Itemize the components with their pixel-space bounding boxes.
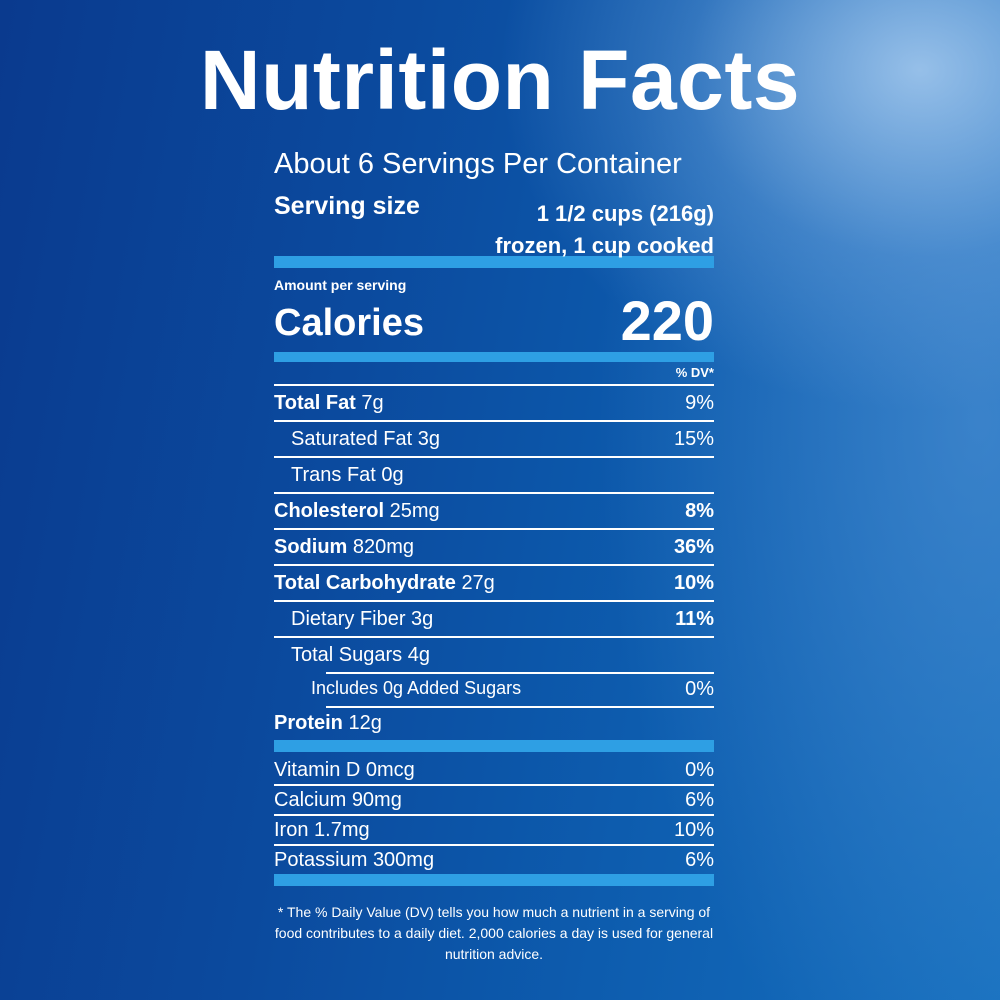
- serving-size-label: Serving size: [274, 192, 420, 220]
- vitamin-dv: 10%: [673, 819, 714, 841]
- daily-value-footnote: * The % Daily Value (DV) tells you how m…: [274, 904, 714, 962]
- nutrient-row-trans-fat: Trans Fat 0g: [274, 458, 714, 494]
- calories-row: Calories 220: [274, 289, 714, 352]
- servings-per-container: About 6 Servings Per Container: [274, 148, 682, 180]
- nutrient-amount: 820mg: [352, 536, 415, 558]
- nutrient-name: Total Sugars: [291, 644, 403, 666]
- nutrient-dv: 36%: [673, 536, 714, 558]
- nutrient-amount: 12g: [348, 712, 382, 734]
- vitamin-name: Iron: [274, 819, 309, 841]
- nutrient-amount: 25mg: [389, 500, 440, 522]
- nutrient-row-cholesterol: Cholesterol 25mg 8%: [274, 494, 714, 530]
- nutrient-dv: 11%: [675, 608, 714, 630]
- nutrient-amount: 7g: [361, 392, 384, 414]
- calories-value: 220: [620, 289, 714, 352]
- serving-size-row: Serving size 1 1/2 cups (216g) frozen, 1…: [274, 182, 714, 258]
- nutrient-dv: 15%: [673, 428, 714, 450]
- thick-divider: [274, 256, 714, 268]
- medium-divider: [274, 352, 714, 362]
- nutrient-name: Trans Fat: [291, 464, 376, 486]
- nutrient-name: Includes 0g Added Sugars: [311, 678, 522, 698]
- nutrient-name: Total Fat: [274, 392, 356, 414]
- nutrient-row-added-sugars: Includes 0g Added Sugars 0%: [274, 672, 714, 708]
- nutrient-name: Saturated Fat: [291, 428, 413, 450]
- calories-label: Calories: [274, 302, 424, 344]
- nutrient-dv: 0%: [685, 678, 714, 700]
- nutrient-dv: 10%: [673, 572, 714, 594]
- thick-divider: [274, 874, 714, 886]
- daily-value-header: % DV*: [274, 362, 714, 386]
- page-title: Nutrition Facts: [199, 33, 801, 127]
- vitamin-row-calcium: Calcium 90mg 6%: [274, 786, 714, 816]
- nutrient-row-saturated-fat: Saturated Fat 3g 15%: [274, 422, 714, 458]
- nutrient-dv: 9%: [685, 392, 714, 414]
- thick-divider: [274, 740, 714, 752]
- nutrient-name: Cholesterol: [274, 500, 385, 522]
- nutrient-amount: 27g: [461, 572, 495, 594]
- vitamin-dv: 6%: [685, 789, 714, 811]
- vitamin-row-potassium: Potassium 300mg 6%: [274, 846, 714, 874]
- nutrient-name: Sodium: [274, 536, 348, 558]
- nutrient-row-dietary-fiber: Dietary Fiber 3g 11%: [274, 602, 714, 638]
- vitamin-name: Vitamin D: [274, 759, 361, 781]
- nutrient-name: Dietary Fiber: [291, 608, 406, 630]
- vitamin-row-vitamin-d: Vitamin D 0mcg 0%: [274, 756, 714, 786]
- nutrient-row-sodium: Sodium 820mg 36%: [274, 530, 714, 566]
- serving-size-line2: frozen, 1 cup cooked: [495, 233, 714, 258]
- nutrient-row-total-carbohydrate: Total Carbohydrate 27g 10%: [274, 566, 714, 602]
- nutrient-row-protein: Protein 12g: [274, 706, 714, 740]
- nutrient-dv: 8%: [685, 500, 714, 522]
- vitamin-name: Potassium: [274, 849, 368, 871]
- serving-size-value: 1 1/2 cups (216g) frozen, 1 cup cooked: [495, 198, 714, 262]
- serving-size-line1: 1 1/2 cups (216g): [536, 201, 714, 226]
- nutrient-name: Protein: [274, 712, 343, 734]
- vitamin-row-iron: Iron 1.7mg 10%: [274, 816, 714, 846]
- vitamin-amount: 300mg: [372, 849, 435, 871]
- nutrient-row-total-fat: Total Fat 7g 9%: [274, 386, 714, 422]
- vitamin-amount: 90mg: [351, 789, 402, 811]
- vitamin-amount: 1.7mg: [314, 819, 370, 841]
- amount-per-serving-label: Amount per serving: [274, 277, 407, 293]
- nutrient-amount: 4g: [407, 644, 430, 666]
- nutrient-amount: 0g: [381, 464, 404, 486]
- vitamin-dv: 0%: [685, 759, 714, 781]
- vitamin-dv: 6%: [685, 849, 714, 871]
- nutrient-amount: 3g: [411, 608, 434, 630]
- nutrient-row-total-sugars: Total Sugars 4g: [274, 638, 714, 674]
- nutrient-name: Total Carbohydrate: [274, 572, 456, 594]
- nutrition-facts-panel: About 6 Servings Per Container Serving s…: [274, 146, 714, 886]
- vitamin-amount: 0mcg: [365, 759, 415, 781]
- nutrient-amount: 3g: [417, 428, 440, 450]
- vitamin-name: Calcium: [274, 789, 347, 811]
